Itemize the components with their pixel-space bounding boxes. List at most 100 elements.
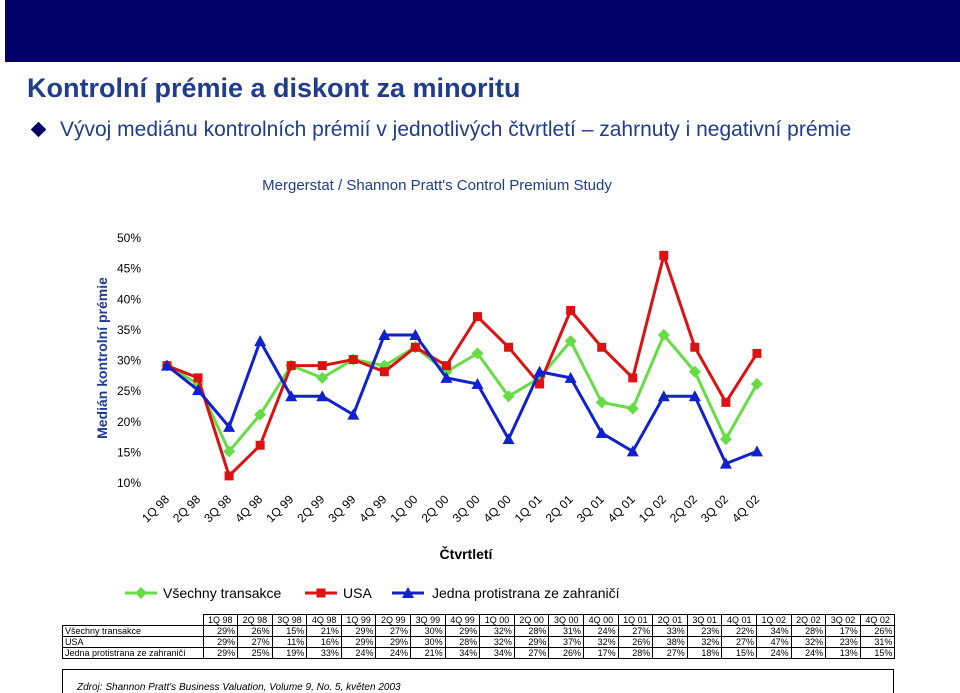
x-tick-label: 4Q 02 — [729, 492, 762, 525]
table-cell: 28% — [513, 625, 550, 637]
table-cell: 34% — [756, 625, 792, 637]
x-tick-label: 2Q 98 — [170, 492, 203, 525]
series-2-point — [316, 390, 329, 402]
table-column-header: 4Q 01 — [721, 614, 757, 626]
series-1-point — [566, 306, 576, 315]
series-0-point — [595, 396, 608, 409]
subtitle-row: Vývoj mediánu kontrolních prémií v jedno… — [32, 116, 851, 144]
table-cell: 24% — [375, 647, 412, 659]
table-cell: 32% — [479, 625, 515, 637]
x-tick-label: 3Q 02 — [698, 492, 731, 525]
series-1-point — [441, 361, 451, 371]
series-0-point — [502, 390, 515, 403]
series-line-2 — [166, 333, 758, 466]
series-2-point — [223, 420, 236, 432]
table-cell: 27% — [617, 625, 654, 637]
series-1-point — [410, 342, 420, 352]
table-cell: 32% — [686, 636, 723, 648]
table-column-header: 1Q 00 — [479, 614, 515, 626]
y-axis-label: Medián kontrolní prémie — [94, 277, 110, 439]
table-column-header: 2Q 02 — [790, 614, 827, 626]
table-cell: 32% — [479, 636, 515, 648]
table-cell: 27% — [375, 625, 412, 637]
series-1-point — [690, 342, 700, 352]
series-0-point — [626, 402, 639, 415]
top-banner — [5, 0, 960, 62]
series-2-point — [254, 335, 267, 347]
x-tick-label: 2Q 02 — [667, 492, 700, 525]
y-tick-label: 30% — [117, 354, 141, 368]
series-2-point — [564, 371, 577, 383]
x-tick-label: 1Q 99 — [263, 492, 296, 525]
table-cell: 15% — [721, 647, 757, 659]
table-column-header: 4Q 98 — [306, 614, 342, 626]
slide-subtitle: Vývoj mediánu kontrolních prémií v jedno… — [60, 118, 852, 141]
x-tick-label: 4Q 00 — [481, 492, 514, 525]
table-cell: 37% — [548, 636, 585, 648]
series-0-point — [719, 433, 732, 446]
legend-marker-0 — [135, 587, 147, 599]
table-cell: 27% — [652, 647, 688, 659]
table-cell: 29% — [202, 647, 239, 659]
series-1-point — [193, 373, 203, 383]
series-2-point — [471, 378, 484, 389]
table-cell: 33% — [652, 625, 688, 637]
series-1-point — [659, 250, 669, 260]
series-2-point — [533, 365, 546, 377]
y-tick-label: 15% — [117, 445, 141, 459]
y-tick-label: 45% — [117, 262, 141, 276]
table-cell: 21% — [306, 625, 342, 637]
table-cell: 29% — [202, 625, 239, 637]
table-cell: 38% — [652, 636, 688, 648]
series-2-point — [719, 457, 732, 469]
table-cell: 26% — [859, 625, 896, 637]
table-cell: 32% — [583, 636, 619, 648]
table-column-header: 2Q 00 — [513, 614, 550, 626]
table-corner — [62, 614, 204, 626]
x-tick-label: 3Q 00 — [450, 492, 483, 525]
table-row-label: Všechny transakce — [62, 625, 204, 637]
chart-title: Mergerstat / Shannon Pratt's Control Pre… — [262, 177, 612, 194]
table-cell: 29% — [340, 636, 377, 648]
legend-label-0: Všechny transakce — [163, 585, 281, 601]
series-1-point — [597, 342, 607, 352]
series-1-point — [535, 379, 545, 389]
table-cell: 34% — [479, 647, 515, 659]
y-tick-label: 35% — [117, 323, 141, 337]
table-cell: 24% — [340, 647, 377, 659]
series-1-point — [348, 355, 358, 364]
y-tick-label: 10% — [117, 476, 141, 490]
table-cell: 29% — [444, 625, 481, 637]
table-cell: 24% — [583, 625, 619, 637]
series-1-point — [224, 471, 234, 481]
table-cell: 11% — [271, 636, 308, 648]
x-tick-label: 2Q 99 — [294, 492, 327, 525]
series-line-1 — [166, 250, 759, 479]
table-header-row: 1Q 98 2Q 98 3Q 98 4Q 98 1Q 99 2Q 99 3Q 99 4Q 99… — [62, 614, 896, 626]
table-cell: 24% — [756, 647, 792, 659]
x-tick-label: 4Q 98 — [232, 492, 265, 525]
series-2-point — [161, 359, 173, 371]
x-tick-label: 3Q 01 — [574, 492, 607, 525]
table-column-header: 3Q 00 — [548, 614, 585, 626]
table-cell: 29% — [202, 636, 239, 648]
table-cell: 24% — [790, 647, 827, 659]
table-row: Jedna protistrana ze zahraničí 29% 25% 19% 3… — [62, 647, 896, 659]
table-cell: 26% — [617, 636, 654, 648]
table-column-header: 1Q 98 — [202, 614, 239, 626]
table-cell: 34% — [444, 647, 481, 659]
table-cell: 31% — [859, 636, 896, 648]
x-tick-label: 1Q 00 — [387, 492, 420, 525]
slide-title: Kontrolní prémie a diskont za minoritu — [27, 73, 521, 103]
table-cell: 30% — [410, 625, 446, 637]
series-0-point — [688, 365, 701, 378]
x-tick-label: 3Q 99 — [325, 492, 358, 525]
x-tick-label: 4Q 99 — [356, 492, 389, 525]
table-cell: 47% — [756, 636, 792, 648]
table-row: USA 29% 27% 11% 16% 29% 29% 30% 28% 32% 29% 37% 32% 2… — [62, 636, 896, 648]
series-2-point — [688, 390, 701, 402]
x-tick-label: 3Q 98 — [201, 492, 234, 525]
series-0-point — [471, 347, 484, 360]
series-1-point — [504, 342, 514, 352]
table-cell: 21% — [410, 647, 446, 659]
